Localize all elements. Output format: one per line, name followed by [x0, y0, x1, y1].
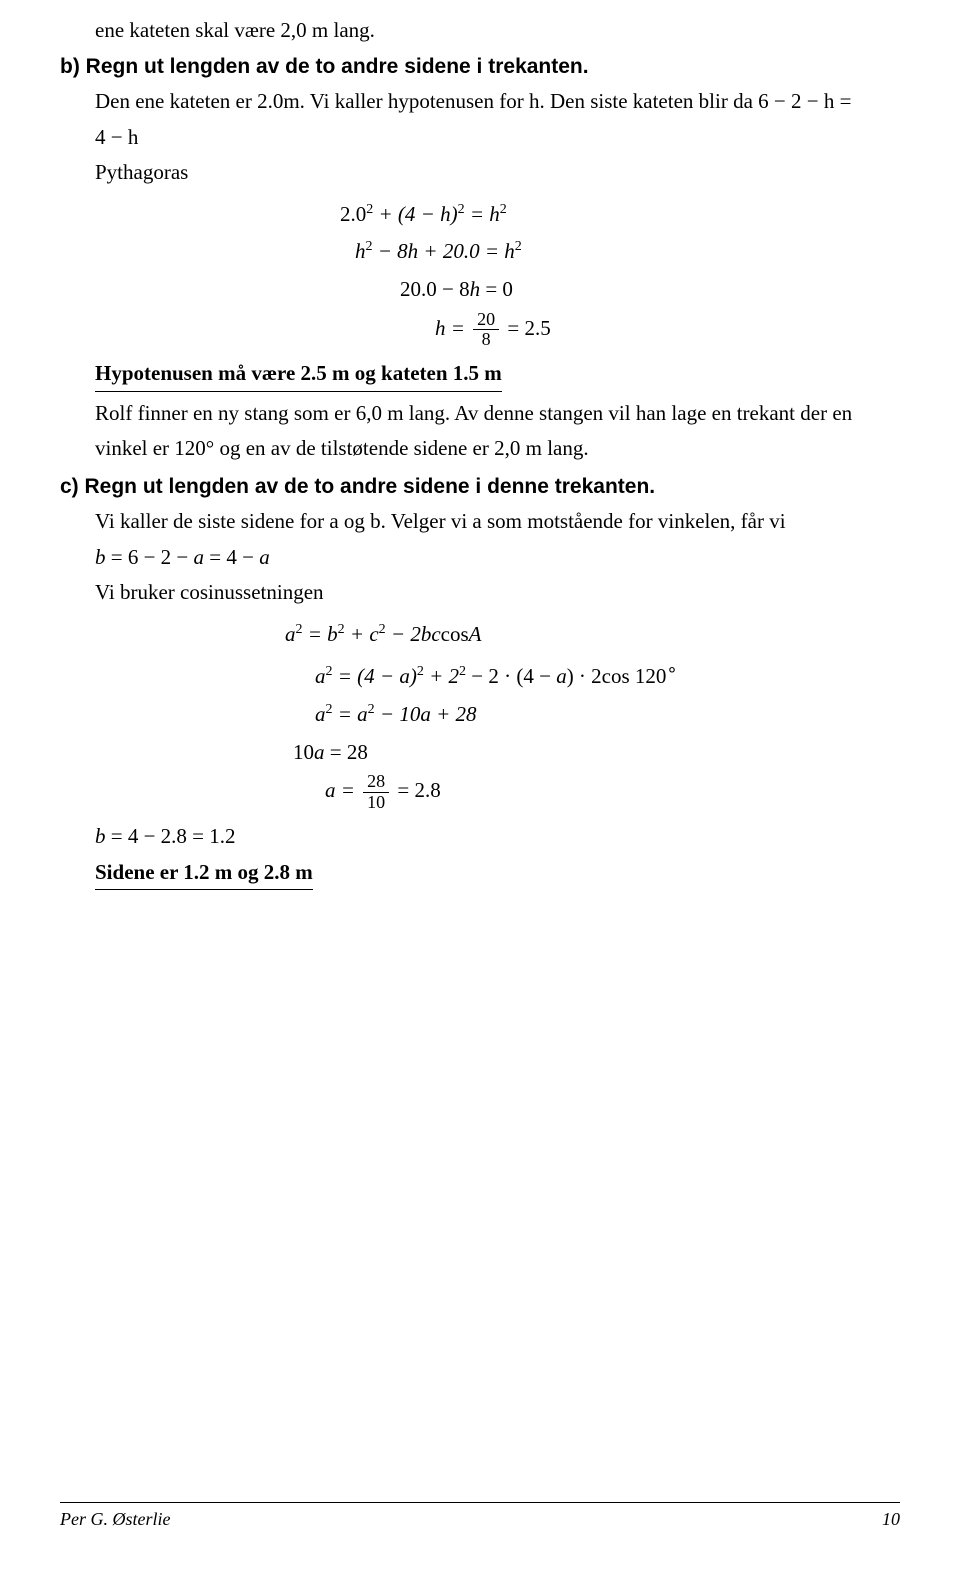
footer: Per G. Østerlie 10: [60, 1502, 900, 1530]
paragraph-line: Rolf finner en ny stang som er 6,0 m lan…: [95, 398, 900, 430]
footer-author: Per G. Østerlie: [60, 1509, 170, 1530]
text-run: Den ene kateten er 2.0m. Vi kaller hypot…: [95, 89, 851, 113]
equation-inline: b = 4 − 2.8 = 1.2: [95, 821, 900, 853]
footer-page-number: 10: [882, 1509, 900, 1530]
sup: 2: [459, 664, 466, 679]
paragraph-line: Pythagoras: [95, 157, 900, 189]
denominator: 8: [473, 330, 499, 350]
denominator: 10: [363, 793, 389, 813]
sup: 2: [515, 239, 522, 254]
term: = 2.5: [502, 316, 551, 340]
term: = 2.8: [392, 779, 441, 803]
var: a: [285, 622, 296, 646]
result-hypotenuse: Hypotenusen må være 2.5 m og kateten 1.5…: [95, 358, 502, 392]
text: b = 6 − 2 − a = 4 − a: [95, 545, 270, 569]
term: = a: [333, 702, 368, 726]
term: + (4 − h): [373, 202, 457, 226]
cos: cos: [441, 622, 469, 646]
term: 20.0 − 8h = 0: [400, 277, 513, 301]
numerator: 20: [473, 310, 499, 331]
sup: 2: [326, 702, 333, 717]
equation: a2 = a2 − 10a + 28: [315, 697, 900, 733]
eq: = 28: [330, 740, 368, 764]
sup: 2: [379, 622, 386, 637]
var: a: [315, 702, 326, 726]
result-sides: Sidene er 1.2 m og 2.8 m: [95, 857, 313, 891]
var: a: [314, 740, 325, 764]
numerator: 28: [363, 772, 389, 793]
var: h: [355, 239, 366, 263]
paragraph-line: ene kateten skal være 2,0 m lang.: [95, 15, 900, 47]
term: 10: [293, 740, 314, 764]
sup: 2: [338, 622, 345, 637]
text-run: Pythagoras: [95, 160, 188, 184]
result-line: Hypotenusen må være 2.5 m og kateten 1.5…: [95, 358, 900, 392]
var: A: [469, 622, 482, 646]
num: 2.0: [340, 202, 366, 226]
text-run: 4 − h: [95, 125, 138, 149]
equation: h2 − 8h + 20.0 = h2: [355, 234, 900, 270]
term: + 2: [424, 664, 459, 688]
sup: 2: [458, 202, 465, 217]
sup: 2: [296, 622, 303, 637]
term: + c: [345, 622, 379, 646]
paragraph-line: vinkel er 120° og en av de tilstøtende s…: [95, 433, 900, 465]
sup: 2: [368, 702, 375, 717]
term: − 2 · (4 − a) · 2cos 120∘: [466, 664, 678, 688]
paragraph-line: Den ene kateten er 2.0m. Vi kaller hypot…: [95, 86, 900, 118]
term: − 8h + 20.0 = h: [373, 239, 515, 263]
term: = h: [465, 202, 500, 226]
paragraph-line: Vi kaller de siste sidene for a og b. Ve…: [95, 506, 900, 538]
sup: 2: [326, 664, 333, 679]
term: = (4 − a): [333, 664, 417, 688]
paragraph-line: Vi bruker cosinussetningen: [95, 577, 900, 609]
term: = b: [303, 622, 338, 646]
equation: a2 = b2 + c2 − 2bccosA: [285, 617, 900, 653]
text: b = 4 − 2.8 = 1.2: [95, 824, 236, 848]
paragraph-line: 4 − h: [95, 122, 900, 154]
equation: 2.02 + (4 − h)2 = h2: [340, 197, 900, 233]
fraction: 208: [473, 310, 499, 351]
fraction: 2810: [363, 772, 389, 813]
equation: a = 2810 = 2.8: [325, 772, 900, 813]
sup: 2: [500, 202, 507, 217]
equation: 20.0 − 8h = 0: [400, 272, 900, 308]
equation: h = 208 = 2.5: [435, 310, 900, 351]
equation: a2 = (4 − a)2 + 22 − 2 · (4 − a) · 2cos …: [315, 654, 900, 695]
math-cosine: a2 = b2 + c2 − 2bccosA a2 = (4 − a)2 + 2…: [285, 617, 900, 813]
equation: 10a = 28: [293, 735, 900, 771]
math-pythagoras: 2.02 + (4 − h)2 = h2 h2 − 8h + 20.0 = h2…: [340, 197, 900, 351]
term: − 10a + 28: [375, 702, 477, 726]
heading-c: c) Regn ut lengden av de to andre sidene…: [60, 471, 900, 503]
sup: 2: [417, 664, 424, 679]
var: a: [315, 664, 326, 688]
equation-inline: b = 6 − 2 − a = 4 − a: [95, 542, 900, 574]
term: − 2bc: [386, 622, 441, 646]
sup: 2: [366, 239, 373, 254]
var: h =: [435, 316, 470, 340]
var: a =: [325, 779, 360, 803]
result-line: Sidene er 1.2 m og 2.8 m: [95, 857, 900, 891]
heading-b: b) Regn ut lengden av de to andre sidene…: [60, 51, 900, 83]
